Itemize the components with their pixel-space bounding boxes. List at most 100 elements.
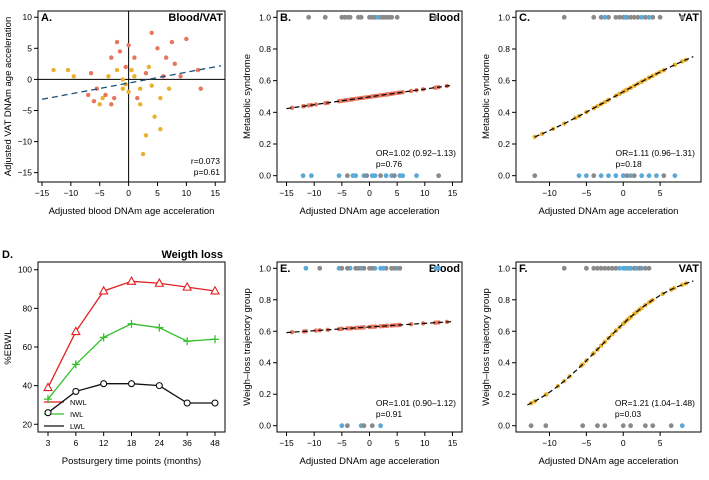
data-point xyxy=(172,61,178,67)
fitted-point xyxy=(672,62,678,68)
data-point xyxy=(146,64,152,70)
y-axis-label: Metabolic syndrome xyxy=(481,54,492,139)
observed-point-1 xyxy=(642,265,648,271)
x-axis-label: Adjusted DNAm age acceleration xyxy=(539,206,679,217)
observed-point-1 xyxy=(617,265,622,271)
observed-point-1 xyxy=(631,14,637,20)
observed-point-1 xyxy=(628,14,634,20)
data-point-nwl xyxy=(98,285,109,295)
y-tick-label: 0.0 xyxy=(259,421,271,431)
observed-point-1 xyxy=(591,14,597,20)
y-tick-label: 60 xyxy=(23,342,33,352)
observed-point-1 xyxy=(623,14,628,20)
data-point xyxy=(109,55,114,60)
y-tick-label: 0.2 xyxy=(259,389,271,399)
observed-point-1 xyxy=(609,265,615,271)
observed-point-0 xyxy=(668,423,674,429)
x-tick-label: 5 xyxy=(658,438,663,448)
observed-point-1 xyxy=(369,265,375,271)
data-point-iwl xyxy=(211,335,219,344)
plot-frame xyxy=(37,10,226,183)
panel-letter: D. xyxy=(2,249,13,261)
y-tick-label: 1.0 xyxy=(498,12,510,22)
observed-point-1 xyxy=(303,265,309,271)
y-tick-label: 100 xyxy=(18,265,32,275)
y-tick-label: 10 xyxy=(23,12,33,22)
x-tick-label: −10 xyxy=(542,438,557,448)
observed-point-0 xyxy=(642,423,648,429)
y-tick-label: 0.4 xyxy=(259,107,271,117)
x-tick-label: 5 xyxy=(155,188,160,198)
data-point xyxy=(117,49,123,54)
observed-point-0 xyxy=(436,173,442,179)
x-tick-label: 15 xyxy=(448,438,458,448)
x-axis-label: Adjusted DNAm age acceleration xyxy=(300,456,440,467)
series-line-iwl xyxy=(47,323,216,400)
x-tick-label: 18 xyxy=(127,438,137,448)
panel-f: −10 −5 0 5 0.0 0.2 0.4 0.6 0.8 1.0 F. VAT Adjusted D… xyxy=(481,261,702,467)
observed-point-1 xyxy=(358,14,364,20)
data-point xyxy=(97,102,102,107)
y-axis-label: Adjusted VAT DNAm age acceleration xyxy=(3,17,14,176)
x-tick-label: 48 xyxy=(210,438,220,448)
fitted-point xyxy=(289,330,295,335)
x-axis-label: Postsurgery time points (months) xyxy=(62,456,201,467)
fitted-point xyxy=(385,323,390,329)
x-tick-label: 10 xyxy=(420,188,430,198)
observed-point-0 xyxy=(369,423,375,429)
y-axis-label: %EBWL xyxy=(3,329,14,364)
fitted-point xyxy=(313,102,319,107)
observed-point-1 xyxy=(637,265,642,271)
y-tick-label: 0.6 xyxy=(498,326,510,336)
data-point xyxy=(132,55,137,60)
y-tick-label: 0.2 xyxy=(259,139,271,149)
x-tick-label: −15 xyxy=(279,438,294,448)
data-point-iwl xyxy=(71,360,80,369)
observed-point-0 xyxy=(576,173,582,179)
x-tick-label: 36 xyxy=(182,438,192,448)
data-point xyxy=(135,95,140,101)
data-point xyxy=(149,30,154,35)
annotation-p: p=0.61 xyxy=(194,167,221,177)
observed-point-0 xyxy=(672,173,678,179)
observed-point-0 xyxy=(620,423,626,429)
observed-point-0 xyxy=(532,173,538,179)
fitted-point xyxy=(385,92,390,97)
data-point-lwl xyxy=(72,387,80,395)
y-tick-label: 1.0 xyxy=(498,263,510,273)
observed-point-1 xyxy=(380,265,386,271)
panel-letter: B. xyxy=(280,12,291,24)
panel-title: Blood/VAT xyxy=(168,12,223,24)
observed-point-0 xyxy=(543,423,549,429)
observed-point-1 xyxy=(657,14,663,20)
observed-point-0 xyxy=(606,173,611,179)
y-tick-label: 0.8 xyxy=(498,44,510,54)
data-point xyxy=(169,39,175,45)
fitted-point xyxy=(361,95,366,100)
observed-point-0 xyxy=(654,173,659,179)
data-point-iwl xyxy=(127,319,136,328)
data-point-nwl xyxy=(70,326,81,336)
panel-b: −15 −10 −5 0 5 10 15 0.0 0.2 0.4 0.6 0.8 1.0 B. Blood A… xyxy=(242,10,463,217)
observed-point-1 xyxy=(317,265,323,271)
x-tick-label: −15 xyxy=(279,188,294,198)
observed-point-0 xyxy=(679,423,685,429)
data-point xyxy=(91,98,97,104)
observed-point-0 xyxy=(661,173,667,179)
observed-point-1 xyxy=(617,14,622,20)
observed-point-1 xyxy=(397,265,403,271)
data-point xyxy=(198,86,203,91)
fitted-point xyxy=(660,291,665,297)
data-point xyxy=(137,86,143,91)
x-tick-label: 15 xyxy=(210,188,220,198)
panel-letter: F. xyxy=(519,263,528,275)
observed-point-1 xyxy=(386,14,392,20)
observed-point-1 xyxy=(613,265,619,271)
observed-point-0 xyxy=(344,173,350,179)
observed-point-1 xyxy=(598,14,604,20)
observed-point-1 xyxy=(583,265,589,271)
data-point-lwl xyxy=(44,409,52,417)
data-point xyxy=(129,67,134,73)
y-tick-label: 0.4 xyxy=(498,358,510,368)
panel-title: VAT xyxy=(679,12,700,24)
